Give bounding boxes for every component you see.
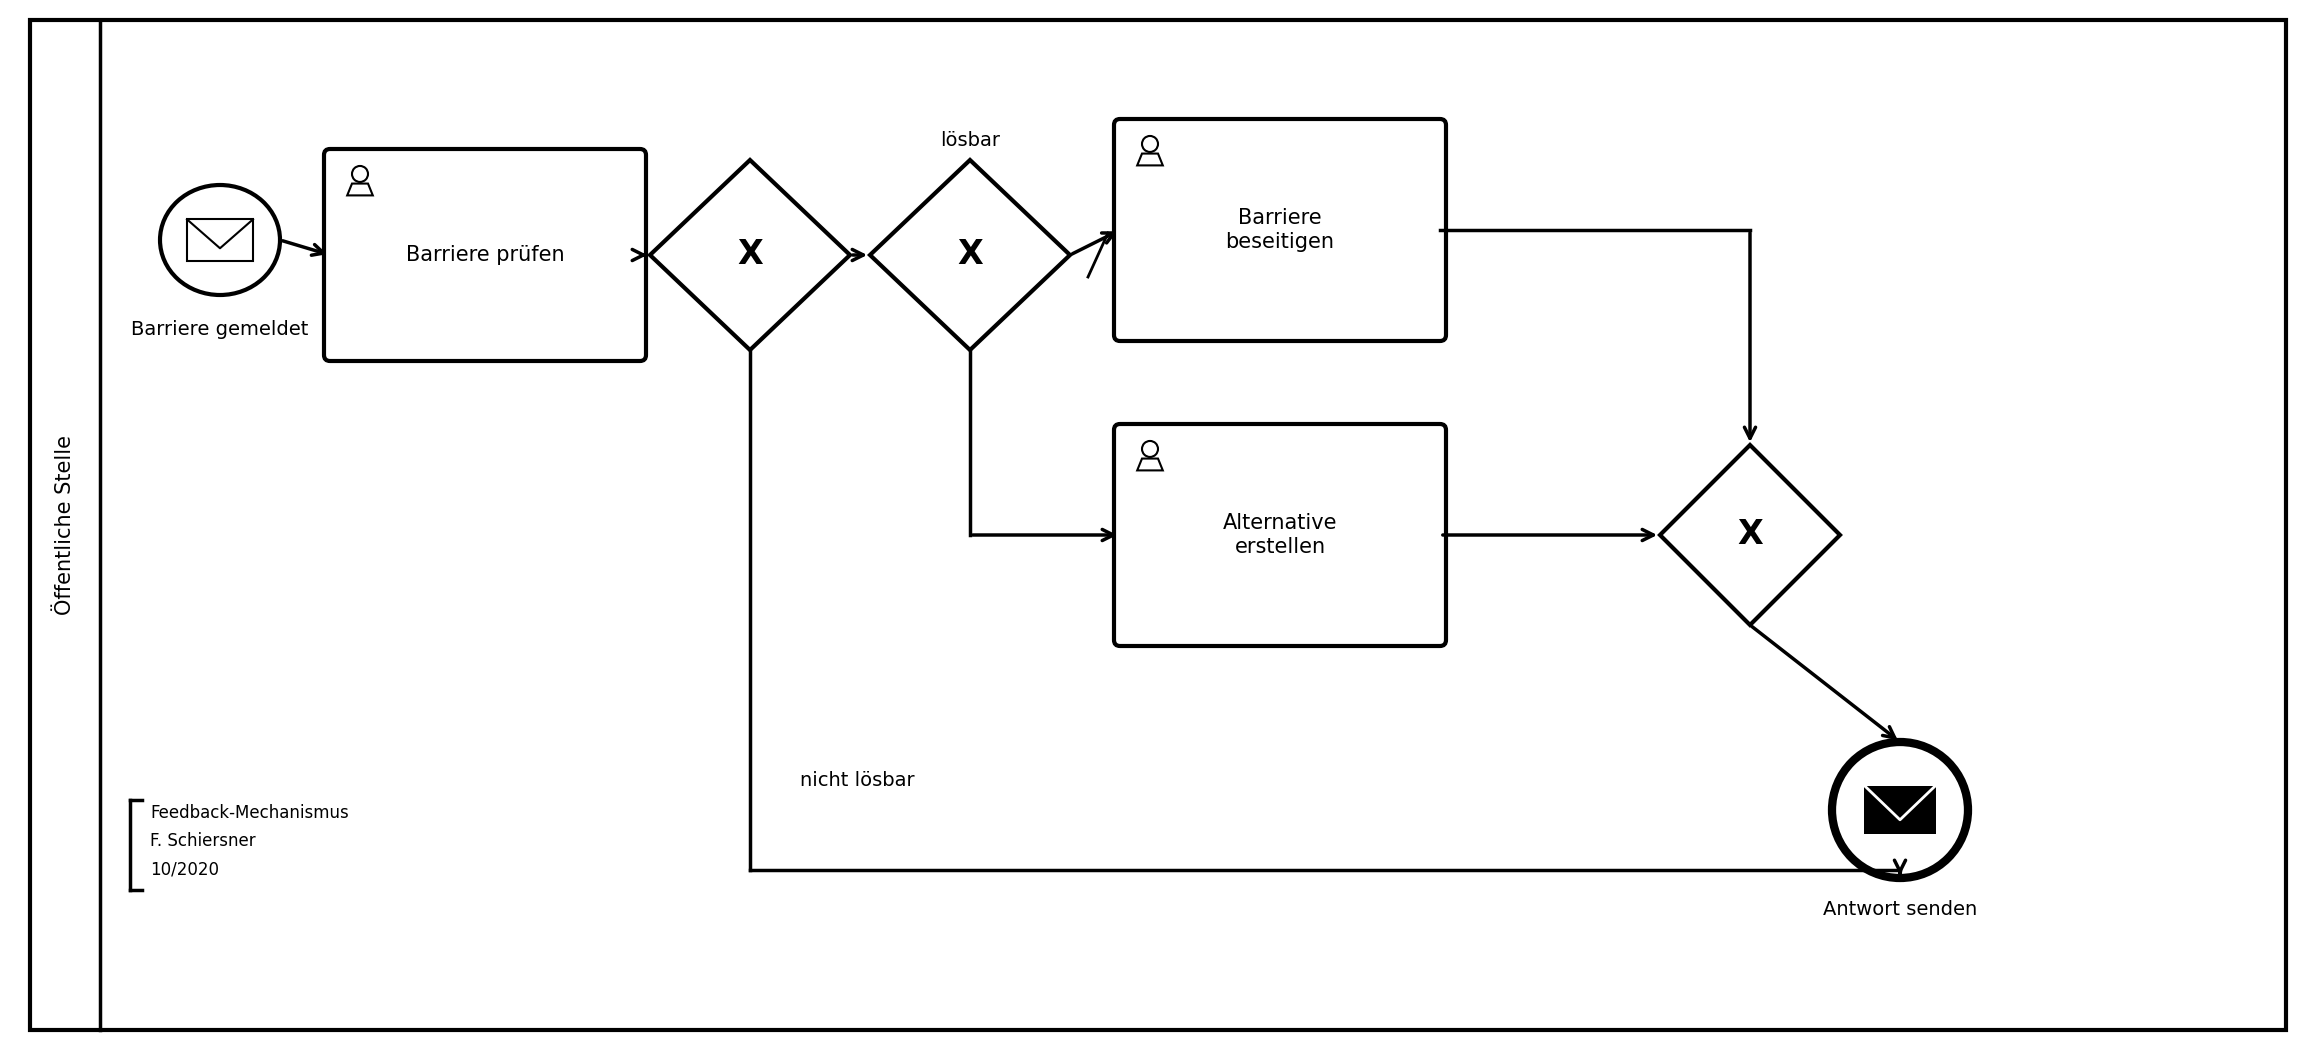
FancyBboxPatch shape	[188, 220, 252, 261]
Text: X: X	[957, 239, 982, 271]
Text: Barriere
beseitigen: Barriere beseitigen	[1225, 208, 1334, 251]
Text: Barriere prüfen: Barriere prüfen	[405, 245, 565, 265]
Text: nicht lösbar: nicht lösbar	[799, 771, 915, 790]
Text: Feedback-Mechanismus: Feedback-Mechanismus	[151, 804, 350, 822]
Text: X: X	[736, 239, 762, 271]
Text: 10/2020: 10/2020	[151, 860, 220, 878]
FancyBboxPatch shape	[1114, 119, 1445, 341]
Text: Barriere gemeldet: Barriere gemeldet	[132, 320, 308, 339]
Text: Alternative
erstellen: Alternative erstellen	[1223, 513, 1336, 557]
FancyBboxPatch shape	[324, 149, 646, 361]
Text: X: X	[1737, 518, 1762, 551]
FancyBboxPatch shape	[30, 20, 2286, 1030]
FancyBboxPatch shape	[1864, 786, 1936, 834]
FancyBboxPatch shape	[1114, 425, 1445, 646]
Text: F. Schiersner: F. Schiersner	[151, 832, 255, 850]
Text: Antwort senden: Antwort senden	[1823, 900, 1978, 919]
Text: lösbar: lösbar	[940, 131, 1001, 150]
Text: Öffentliche Stelle: Öffentliche Stelle	[56, 435, 74, 615]
